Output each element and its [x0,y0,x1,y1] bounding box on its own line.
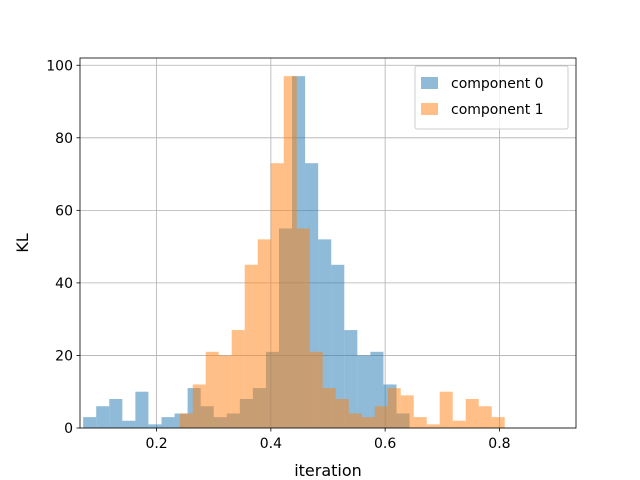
axis-ticks: 0.2 0.4 0.6 0.8 0 20 40 60 80 100 [46,58,510,452]
legend-swatch [421,77,438,89]
legend-swatch [421,103,438,115]
y-tick-label: 20 [55,348,73,364]
legend-label: component 1 [451,102,544,118]
histogram-bar-series-1 [452,420,466,428]
histogram-bar-series-1 [335,398,349,428]
histogram-bar-series-1 [426,424,440,428]
histogram-bar-series-0 [109,398,123,428]
histogram-bar-series-0 [161,417,175,428]
x-tick-label: 0.2 [145,436,167,452]
x-tick-label: 0.8 [488,436,510,452]
histogram-bar-series-1 [205,351,219,428]
histogram-bar-series-1 [413,417,427,428]
y-tick-label: 100 [46,58,73,74]
y-tick-label: 40 [55,276,73,292]
histogram-bar-series-0 [96,406,110,428]
histogram-bar-series-1 [309,351,323,428]
histogram-bar-series-1 [192,384,206,428]
legend-frame [414,65,569,130]
histogram-bar-series-1 [387,388,401,428]
x-axis-label: iteration [294,461,362,480]
histogram-bar-series-1 [374,406,388,428]
legend-label: component 0 [451,76,544,92]
histogram-bar-series-1 [361,417,375,428]
histogram-bar-series-1 [283,76,297,428]
histogram-bar-series-0 [148,424,162,428]
histogram-bar-series-1 [179,413,193,428]
histogram-bar-series-0 [135,391,149,428]
legend: component 0 component 1 [414,65,569,130]
histogram-bar-series-1 [257,239,271,428]
histogram-bar-series-1 [218,355,232,428]
y-axis-label: KL [13,233,32,252]
histogram-bars [83,76,505,428]
histogram-bar-series-1 [231,330,245,428]
histogram-bar-series-1 [465,398,479,428]
histogram-bar-series-1 [491,417,505,428]
histogram-bar-series-1 [270,163,284,428]
histogram-bar-series-1 [478,406,492,428]
histogram-bar-series-1 [439,391,453,428]
y-tick-label: 60 [55,203,73,219]
x-tick-label: 0.4 [260,436,282,452]
y-tick-label: 0 [64,421,73,437]
histogram-bar-series-0 [357,355,371,428]
histogram-bar-series-1 [244,264,258,428]
histogram-bar-series-1 [400,395,414,428]
histogram-bar-series-1 [348,413,362,428]
x-tick-label: 0.6 [374,436,396,452]
y-tick-label: 80 [55,131,73,147]
histogram-bar-series-0 [83,417,97,428]
histogram-bar-series-0 [122,420,136,428]
histogram-bar-series-1 [322,388,336,428]
histogram-bar-series-0 [331,264,345,428]
histogram-bar-series-1 [296,228,310,428]
plot-frame [79,57,577,429]
